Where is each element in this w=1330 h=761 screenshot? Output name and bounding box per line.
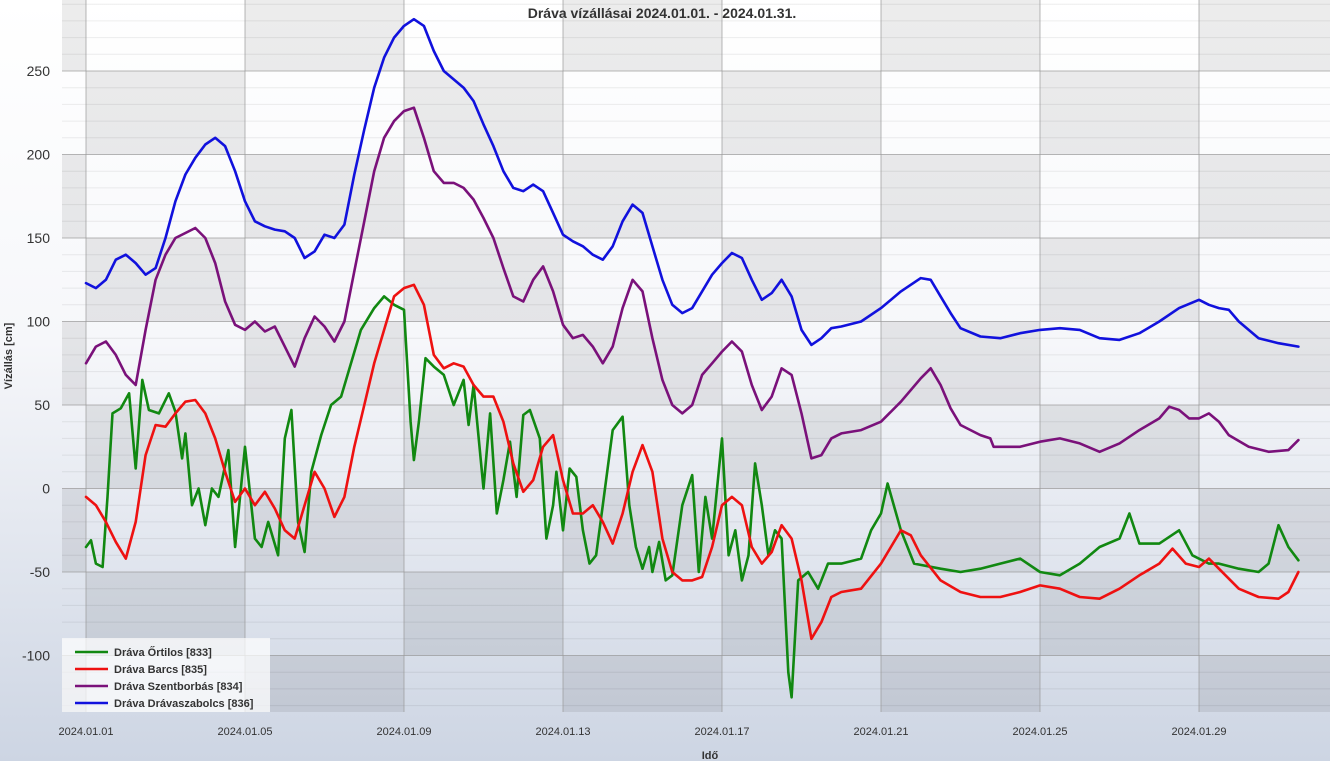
grid-band bbox=[245, 321, 404, 405]
grid-band bbox=[1040, 238, 1199, 322]
y-tick-label: 100 bbox=[27, 314, 51, 330]
chart-title: Dráva vízállásai 2024.01.01. - 2024.01.3… bbox=[528, 5, 797, 21]
legend-label: Dráva Őrtilos [833] bbox=[114, 646, 212, 659]
x-axis-title: Idő bbox=[702, 750, 719, 761]
x-tick-label: 2024.01.05 bbox=[217, 726, 272, 738]
legend-label: Dráva Drávaszabolcs [836] bbox=[114, 698, 254, 710]
grid-band bbox=[881, 655, 1040, 712]
grid-band bbox=[1199, 655, 1330, 712]
grid-band bbox=[404, 71, 563, 155]
grid-band bbox=[1040, 71, 1199, 155]
major-gridlines bbox=[62, 0, 1330, 712]
legend-box bbox=[62, 638, 270, 712]
x-tick-label: 2024.01.17 bbox=[694, 726, 749, 738]
grid-band bbox=[86, 238, 245, 322]
grid-band bbox=[881, 0, 1040, 71]
grid-band bbox=[1040, 572, 1199, 656]
y-tick-label: 0 bbox=[42, 481, 50, 497]
grid-band bbox=[881, 488, 1040, 572]
series-line-1 bbox=[84, 295, 1300, 699]
grid-band bbox=[1199, 488, 1330, 572]
grid-band bbox=[1199, 154, 1330, 238]
grid-band bbox=[722, 71, 881, 155]
y-tick-label: 250 bbox=[27, 63, 51, 79]
grid-band bbox=[563, 655, 722, 712]
grid-band bbox=[404, 238, 563, 322]
grid-band bbox=[245, 154, 404, 238]
grid-band bbox=[404, 572, 563, 656]
grid-band bbox=[245, 488, 404, 572]
grid-band bbox=[563, 321, 722, 405]
grid-band bbox=[881, 154, 1040, 238]
x-tick-label: 2024.01.13 bbox=[535, 726, 590, 738]
series-line-4 bbox=[84, 17, 1300, 348]
series-line-2 bbox=[84, 283, 1300, 641]
x-tick-label: 2024.01.09 bbox=[376, 726, 431, 738]
x-tick-label: 2024.01.25 bbox=[1012, 726, 1067, 738]
chart-legend: Dráva Őrtilos [833] Dráva Barcs [835] Dráv… bbox=[62, 638, 270, 712]
x-tick-label: 2024.01.01 bbox=[58, 726, 113, 738]
series-line-3 bbox=[84, 106, 1300, 460]
y-tick-label: 150 bbox=[27, 230, 51, 246]
series-layer bbox=[84, 17, 1300, 699]
minor-gridlines bbox=[62, 3, 1330, 707]
grid-band bbox=[563, 154, 722, 238]
grid-band bbox=[62, 154, 86, 238]
x-tick-label: 2024.01.29 bbox=[1171, 726, 1226, 738]
y-axis-ticks: -100 -50 0 50 100 150 200 250 bbox=[22, 63, 50, 664]
grid-band bbox=[62, 0, 86, 71]
grid-band bbox=[563, 0, 722, 71]
grid-band bbox=[1040, 405, 1199, 489]
grid-band bbox=[62, 488, 86, 572]
y-axis-title: Vízállás [cm] bbox=[3, 322, 15, 389]
grid-band bbox=[1199, 321, 1330, 405]
y-tick-label: 200 bbox=[27, 147, 51, 163]
y-tick-label: 50 bbox=[34, 397, 50, 413]
legend-label: Dráva Szentborbás [834] bbox=[114, 681, 243, 693]
grid-band bbox=[62, 321, 86, 405]
grid-band bbox=[722, 238, 881, 322]
y-tick-label: -50 bbox=[30, 564, 50, 580]
x-axis-ticks: 2024.01.01 2024.01.05 2024.01.09 2024.01.13… bbox=[58, 726, 1226, 738]
y-tick-label: -100 bbox=[22, 648, 50, 664]
grid-band bbox=[245, 0, 404, 71]
grid-band bbox=[1199, 0, 1330, 71]
legend-label: Dráva Barcs [835] bbox=[114, 664, 207, 676]
grid-band bbox=[245, 655, 404, 712]
x-tick-label: 2024.01.21 bbox=[853, 726, 908, 738]
